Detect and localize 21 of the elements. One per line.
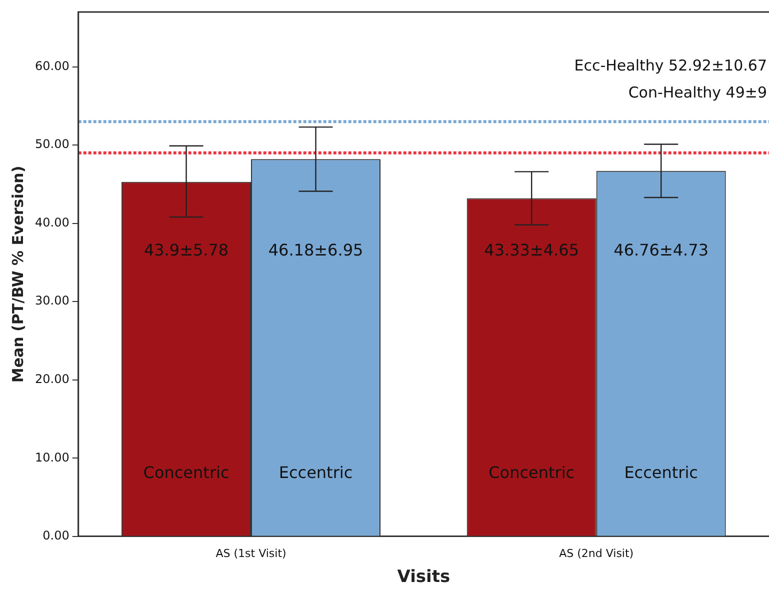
y-tick-label: 30.00 <box>34 294 70 308</box>
annotation: 46.76±4.73 <box>614 240 709 260</box>
y-tick-label: 60.00 <box>34 58 70 73</box>
x-axis-title: Visits <box>397 567 450 588</box>
y-tick-label: 20.00 <box>34 372 70 386</box>
annotation: Ecc-Healthy 52.92±10.67 <box>574 56 767 75</box>
text: Eccentric <box>624 462 698 482</box>
y-tick-label: 40.00 <box>34 215 70 230</box>
y-axis-title: Mean (PT/BW % Eversion) <box>8 166 27 383</box>
annotation: 43.9±5.78 <box>144 240 229 260</box>
annotation: 43.33±4.65 <box>484 240 580 260</box>
annotation: Con-Healthy 49±9 <box>628 84 767 102</box>
series-label: Concentric <box>143 462 230 482</box>
text: Concentric <box>488 462 575 482</box>
annotation: 46.18±6.95 <box>268 240 364 260</box>
x-tick-label: AS (2nd Visit) <box>559 546 634 560</box>
y-tick-label: 0.00 <box>42 528 70 543</box>
y-tick-label: 50.00 <box>34 137 70 152</box>
series-label: Eccentric <box>278 462 353 482</box>
y-tick-label: 10.00 <box>34 450 70 464</box>
x-tick-label: AS (1st Visit) <box>216 546 286 560</box>
